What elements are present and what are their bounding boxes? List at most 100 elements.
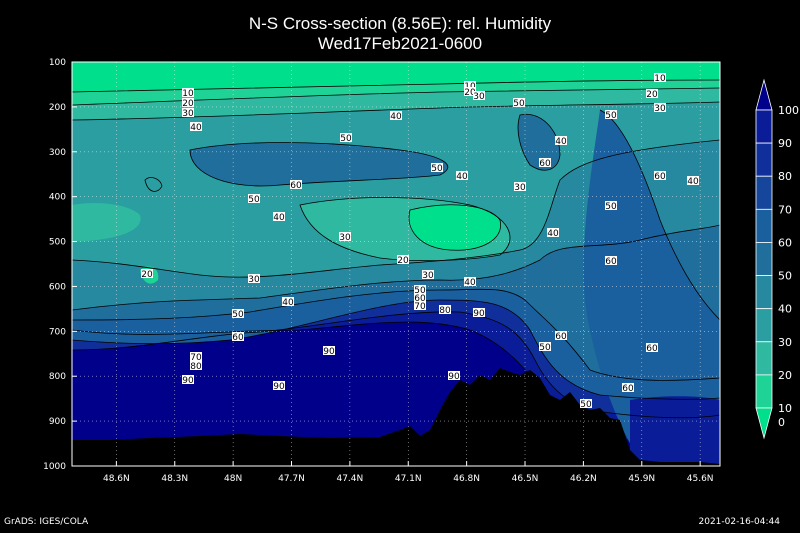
contour-label: 90 <box>323 346 335 357</box>
contour-label: 60 <box>414 293 426 304</box>
svg-text:30: 30 <box>473 92 485 102</box>
contour-label: 50 <box>340 133 352 144</box>
svg-text:50: 50 <box>232 310 244 320</box>
contour-label: 60 <box>622 383 634 394</box>
svg-text:90: 90 <box>182 376 194 386</box>
svg-text:20: 20 <box>182 99 194 109</box>
svg-text:90: 90 <box>448 372 460 382</box>
contour-label: 90 <box>448 371 460 382</box>
contour-label: 10 <box>182 88 194 99</box>
pocket-south-dark <box>630 396 720 466</box>
svg-text:90: 90 <box>323 347 335 357</box>
svg-text:50: 50 <box>605 111 617 121</box>
contour-label: 40 <box>282 297 294 308</box>
contour-label: 30 <box>514 182 526 193</box>
y-tick-label: 200 <box>49 103 66 113</box>
contour-label: 50 <box>539 342 551 353</box>
svg-text:60: 60 <box>232 333 244 343</box>
svg-text:90: 90 <box>473 309 485 319</box>
contour-label: 80 <box>439 305 451 316</box>
x-tick-label: 47.4N <box>336 474 363 484</box>
contour-label: 30 <box>654 103 666 114</box>
svg-text:50: 50 <box>513 99 525 109</box>
svg-text:70: 70 <box>190 353 202 363</box>
contour-label: 40 <box>687 176 699 187</box>
svg-text:40: 40 <box>282 298 294 308</box>
contour-label: 20 <box>182 98 194 109</box>
chart-title: N-S Cross-section (8.56E): rel. Humidity <box>248 14 552 33</box>
y-tick-label: 500 <box>49 238 66 248</box>
contour-label: 30 <box>473 91 485 102</box>
colorbar-label: 0 <box>778 416 785 429</box>
pocket-upper-moist <box>518 114 560 171</box>
contour-label: 50 <box>605 201 617 212</box>
svg-text:50: 50 <box>580 400 592 410</box>
svg-text:60: 60 <box>555 332 567 342</box>
colorbar-swatch <box>755 208 773 243</box>
svg-text:30: 30 <box>248 275 260 285</box>
x-tick-label: 47.1N <box>395 474 422 484</box>
svg-text:60: 60 <box>654 172 666 182</box>
pocket-mid-level <box>190 142 448 186</box>
svg-text:40: 40 <box>547 229 559 239</box>
y-tick-label: 600 <box>49 282 66 292</box>
colorbar: 010 20 30 40 50 60 70 80 90 100 <box>755 78 799 440</box>
colorbar-label: 90 <box>778 137 792 150</box>
colorbar-label: 40 <box>778 303 792 316</box>
svg-text:20: 20 <box>646 90 658 100</box>
svg-text:30: 30 <box>422 271 434 281</box>
colorbar-swatch <box>755 109 773 144</box>
contour-label: 40 <box>273 212 285 223</box>
svg-text:10: 10 <box>182 89 194 99</box>
footer-timestamp: 2021-02-16-04:44 <box>698 517 781 527</box>
contour-label: 20 <box>464 87 476 98</box>
svg-text:60: 60 <box>646 344 658 354</box>
contour-label: 50 <box>431 163 443 174</box>
contour-label: 50 <box>232 309 244 320</box>
y-tick-label: 1000 <box>43 462 66 472</box>
y-tick-label: 900 <box>49 417 66 427</box>
contour-label: 60 <box>232 332 244 343</box>
contour-label: 60 <box>290 180 302 191</box>
x-tick-label: 45.9N <box>628 474 655 484</box>
colorbar-label: 70 <box>778 203 792 216</box>
x-tick-label: 48N <box>224 474 242 484</box>
svg-text:90: 90 <box>273 382 285 392</box>
colorbar-swatch <box>755 341 773 376</box>
colorbar-label: 20 <box>778 369 792 382</box>
pocket-south-moist <box>583 110 720 460</box>
svg-text:50: 50 <box>248 195 260 205</box>
colorbar-min-arrow <box>755 407 773 440</box>
svg-text:40: 40 <box>555 137 567 147</box>
colorbar-label: 100 <box>778 104 799 117</box>
colorbar-swatch <box>755 242 773 276</box>
humidity-field <box>72 62 720 466</box>
x-tick-label: 46.2N <box>570 474 597 484</box>
svg-text:40: 40 <box>190 123 202 133</box>
colorbar-max-arrow <box>755 78 773 111</box>
colorbar-swatch <box>755 374 773 409</box>
svg-text:50: 50 <box>340 134 352 144</box>
contour-label: 30 <box>182 108 194 119</box>
colorbar-swatch <box>755 275 773 310</box>
svg-text:20: 20 <box>397 256 409 266</box>
y-axis-labels: 100 200 300 400 500 600 700 800 900 1000 <box>43 58 77 472</box>
contour-label: 50 <box>605 110 617 121</box>
contour-label: 60 <box>646 343 658 354</box>
svg-text:20: 20 <box>464 88 476 98</box>
pocket-dry-core <box>409 204 501 251</box>
footer-credit: GrADS: IGES/COLA <box>4 517 89 527</box>
colorbar-swatch <box>755 142 773 177</box>
contour-label: 20 <box>646 89 658 100</box>
svg-text:60: 60 <box>622 384 634 394</box>
contour-label: 60 <box>654 171 666 182</box>
y-tick-label: 800 <box>49 372 66 382</box>
y-tick-label: 400 <box>49 193 66 203</box>
colorbar-label: 80 <box>778 170 792 183</box>
y-tick-label: 100 <box>49 58 66 68</box>
svg-text:30: 30 <box>654 104 666 114</box>
y-tick-label: 700 <box>49 327 66 337</box>
svg-text:40: 40 <box>687 177 699 187</box>
contour-label: 30 <box>248 274 260 285</box>
